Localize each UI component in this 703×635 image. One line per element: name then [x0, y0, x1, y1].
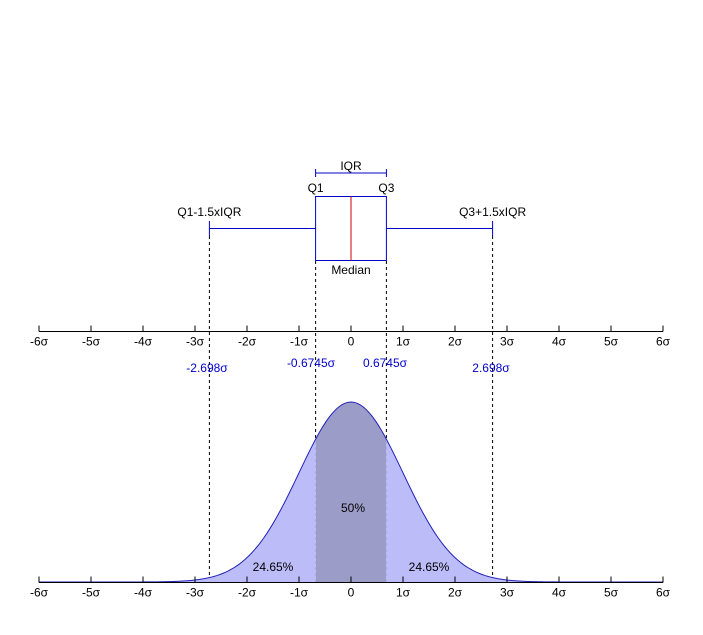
middle-axis-tick-label: 2σ: [448, 335, 463, 349]
left-tail-percent: 24.65%: [253, 560, 294, 574]
bottom-axis-tick-label: 0: [348, 586, 355, 600]
bottom-axis-tick-label: -3σ: [186, 586, 205, 600]
median-label: Median: [331, 263, 370, 277]
bottom-axis-tick-label: 5σ: [604, 586, 619, 600]
middle-axis-tick-label: -3σ: [186, 335, 205, 349]
middle-axis-tick-label: 0: [348, 335, 355, 349]
middle-axis-tick-label: -4σ: [134, 335, 153, 349]
q3-label: Q3: [378, 181, 394, 195]
bottom-axis-tick-label: -2σ: [238, 586, 257, 600]
middle-axis-tick-label: 5σ: [604, 335, 619, 349]
marker-label-q1: -0.6745σ: [287, 356, 336, 370]
middle-axis-tick-label: -5σ: [82, 335, 101, 349]
bottom-axis: -6σ -5σ -4σ -3σ -2σ -1σ 0 1σ 2σ 3σ 4σ 5σ 6σ: [30, 576, 671, 600]
bottom-axis-tick-label: 1σ: [396, 586, 411, 600]
middle-axis-tick-label: 4σ: [552, 335, 567, 349]
middle-axis-tick-label: -1σ: [290, 335, 309, 349]
marker-labels: -2.698σ -0.6745σ 0.6745σ 2.698σ: [186, 356, 510, 375]
right-tail-area: [386, 438, 663, 582]
middle-axis-tick-label: 6σ: [656, 335, 671, 349]
middle-axis-tick-label: 1σ: [396, 335, 411, 349]
left-tail-area: [39, 438, 316, 582]
middle-axis: -6σ -5σ -4σ -3σ -2σ -1σ 0 1σ 2σ 3σ 4σ 5σ 6σ: [30, 325, 671, 349]
bottom-axis-tick-label: 2σ: [448, 586, 463, 600]
bottom-axis-tick-label: 4σ: [552, 586, 567, 600]
box-plot: IQR Q1 Q3 Q1-1.5xIQR Q3+1.5xIQR Median: [177, 159, 526, 277]
bottom-axis-tick-label: -1σ: [290, 586, 309, 600]
marker-label-q3: 0.6745σ: [363, 356, 408, 370]
bottom-axis-tick-label: -4σ: [134, 586, 153, 600]
marker-label-upper-whisker: 2.698σ: [472, 361, 510, 375]
center-percent: 50%: [341, 501, 365, 515]
bottom-axis-tick-label: 6σ: [656, 586, 671, 600]
bottom-axis-tick-label: -6σ: [30, 586, 49, 600]
center-area: [315, 402, 387, 582]
middle-axis-tick-label: 3σ: [500, 335, 515, 349]
middle-axis-tick-label: -6σ: [30, 335, 49, 349]
iqr-label: IQR: [340, 159, 362, 173]
bottom-axis-tick-label: -5σ: [82, 586, 101, 600]
middle-axis-tick-label: -2σ: [238, 335, 257, 349]
upper-whisker-label: Q3+1.5xIQR: [459, 205, 526, 219]
q1-label: Q1: [308, 181, 324, 195]
marker-label-lower-whisker: -2.698σ: [186, 361, 228, 375]
lower-whisker-label: Q1-1.5xIQR: [177, 205, 241, 219]
right-tail-percent: 24.65%: [409, 560, 450, 574]
normal-distribution: 24.65% 50% 24.65%: [39, 401, 663, 583]
bottom-axis-tick-label: 3σ: [500, 586, 515, 600]
guide-lines: [208, 236, 494, 582]
